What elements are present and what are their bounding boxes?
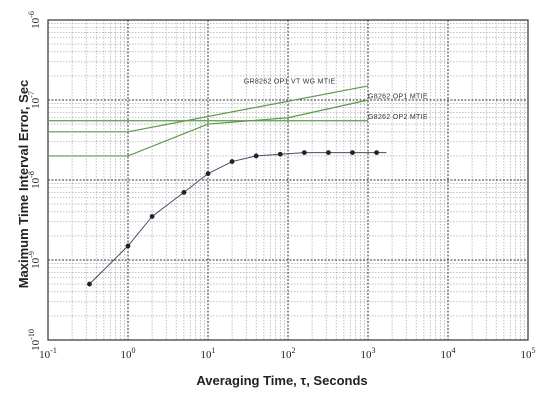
data-point <box>125 243 131 249</box>
series-annotation: G8262 OP2 MTIE <box>368 114 428 121</box>
x-tick-label: 10-1 <box>39 346 57 361</box>
plot-frame <box>47 19 529 341</box>
data-point <box>301 150 307 156</box>
data-point <box>229 159 235 164</box>
series-annotation: G8262 OP1 MTIE <box>368 93 428 100</box>
data-point <box>374 150 379 156</box>
x-tick-label: 100 <box>121 346 136 361</box>
x-tick-label: 102 <box>281 346 296 361</box>
data-point <box>87 281 92 287</box>
y-axis-label: Maximum Time Interval Error, Sec <box>16 80 31 289</box>
x-tick-label: 101 <box>201 346 216 361</box>
x-tick-label: 104 <box>441 346 456 361</box>
x-tick-label: 105 <box>521 346 536 361</box>
data-point <box>253 153 259 159</box>
series-line-1 <box>48 99 369 157</box>
series-layer <box>48 85 387 287</box>
x-tick-labels: 10-1 100 101 102 103 104 105 <box>39 346 535 361</box>
annotation-layer: GR8262 OP1 VT WG MTIE G8262 OP1 MTIE G8262… <box>244 79 428 121</box>
data-point <box>181 189 187 195</box>
x-tick-label: 103 <box>361 346 376 361</box>
x-axis-label: Averaging Time, τ, Seconds <box>196 373 367 388</box>
series-line-3 <box>89 152 387 285</box>
y-tick-label: 10-6 <box>27 11 42 29</box>
y-tick-label: 10-8 <box>27 171 42 189</box>
series-annotation: GR8262 OP1 VT WG MTIE <box>244 79 336 86</box>
data-point <box>205 171 211 177</box>
y-tick-label: 10-10 <box>27 329 42 351</box>
series-line-0 <box>48 85 369 133</box>
y-tick-label: 10-9 <box>27 251 42 269</box>
data-point <box>277 151 283 157</box>
major-grid <box>48 20 528 340</box>
data-point <box>326 150 331 156</box>
y-tick-label: 10-7 <box>27 91 42 109</box>
data-point <box>149 214 155 219</box>
data-point <box>350 150 355 156</box>
y-tick-labels: 10-10 10-9 10-8 10-7 10-6 <box>27 11 42 351</box>
